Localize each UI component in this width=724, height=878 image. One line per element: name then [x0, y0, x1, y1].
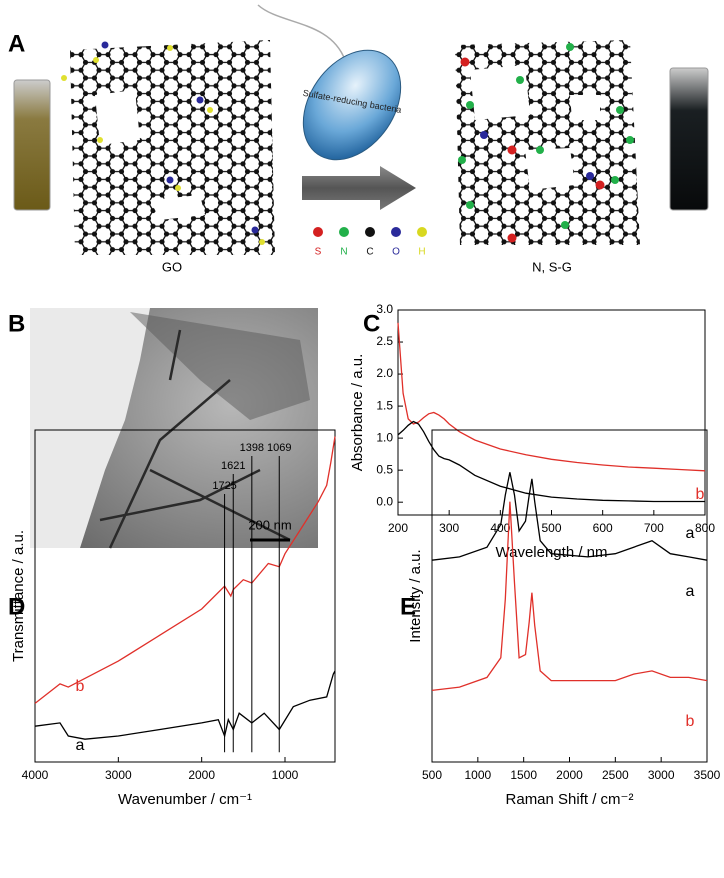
- atom-symbol: O: [392, 247, 400, 258]
- s-atoms: [460, 57, 605, 243]
- x-tick-label: 500: [541, 521, 561, 535]
- y-tick-label: 2.5: [376, 334, 393, 348]
- peak-label: 1621: [221, 460, 245, 472]
- vial-go: [13, 79, 51, 211]
- series-label: b: [696, 486, 705, 503]
- x-tick-label: 700: [644, 521, 664, 535]
- atom-swatch: [391, 227, 401, 237]
- sheet-hole: [95, 90, 205, 220]
- y-axis-label: Absorbance / a.u.: [349, 354, 366, 472]
- x-tick-label: 800: [695, 521, 715, 535]
- vial-nsg: [669, 67, 709, 211]
- o-atoms: [101, 41, 594, 234]
- x-tick-label: 3500: [694, 768, 721, 782]
- nsg-label: N, S-G: [532, 259, 572, 274]
- panel-label: E: [400, 593, 416, 620]
- x-axis-label: Wavenumber / cm⁻¹: [118, 791, 252, 808]
- atom-swatch: [417, 227, 427, 237]
- x-tick-label: 600: [593, 521, 613, 535]
- y-tick-label: 1.0: [376, 430, 393, 444]
- panel-label: A: [8, 30, 25, 57]
- reaction-arrow: [302, 166, 416, 210]
- plot-frame: [34, 429, 336, 763]
- x-tick-label: 300: [439, 521, 459, 535]
- x-tick-label: 1500: [510, 768, 537, 782]
- atom-symbol: S: [315, 247, 322, 258]
- series-line: [397, 322, 706, 472]
- plot-frame: [397, 309, 706, 516]
- atom-swatch: [339, 227, 349, 237]
- x-tick-label: 4000: [22, 768, 49, 782]
- atom-symbol: N: [340, 247, 347, 258]
- series-line: [431, 472, 708, 561]
- series-label: a: [686, 525, 695, 542]
- y-tick-label: 1.5: [376, 398, 393, 412]
- panel-label: C: [363, 310, 380, 337]
- atom-swatch: [313, 227, 323, 237]
- flagellum: [257, 4, 346, 61]
- scale-bar-label: 200 nm: [248, 517, 291, 532]
- y-tick-label: 0.5: [376, 462, 393, 476]
- h-atoms: [61, 45, 265, 245]
- tem-sheet: [130, 312, 310, 420]
- peak-label: 1069: [267, 442, 291, 454]
- series-line: [397, 420, 705, 503]
- panel-label: D: [8, 593, 25, 620]
- peak-label: 1725: [212, 480, 236, 492]
- atom-symbol: C: [366, 247, 373, 258]
- x-tick-label: 500: [422, 768, 442, 782]
- series-label: b: [686, 713, 695, 730]
- bacterium: [302, 49, 402, 161]
- go-label: GO: [162, 259, 182, 274]
- x-tick-label: 2000: [188, 768, 215, 782]
- sheet-hole: [470, 65, 600, 190]
- x-tick-label: 3000: [105, 768, 132, 782]
- x-tick-label: 400: [490, 521, 510, 535]
- atom-swatch: [365, 227, 375, 237]
- y-tick-label: 2.0: [376, 366, 393, 380]
- tem-wrinkle: [99, 329, 291, 549]
- y-axis-label: Intensity / a.u.: [407, 549, 424, 642]
- atom-symbol: H: [418, 247, 425, 258]
- series-line: [431, 501, 708, 692]
- series-line: [34, 436, 336, 704]
- y-axis-label: Transmittance / a.u.: [10, 530, 27, 662]
- series-label: a: [76, 737, 85, 754]
- x-axis-label: Raman Shift / cm⁻²: [506, 791, 634, 808]
- series-label: a: [686, 583, 695, 600]
- panel-label: B: [8, 310, 25, 337]
- go-sheet: [70, 40, 275, 255]
- x-tick-label: 3000: [648, 768, 675, 782]
- n-atoms: [458, 43, 634, 229]
- tem-vacuum: [30, 308, 150, 548]
- series-line: [34, 670, 336, 740]
- x-tick-label: 2500: [602, 768, 629, 782]
- panel-labels: A B C D E: [8, 30, 416, 620]
- peak-label: 1398: [240, 442, 264, 454]
- y-tick-label: 3.0: [376, 302, 393, 316]
- y-tick-label: 0.0: [376, 494, 393, 508]
- x-tick-label: 2000: [556, 768, 583, 782]
- x-tick-label: 1000: [272, 768, 299, 782]
- series-label: b: [76, 678, 85, 695]
- plot-frame: [431, 429, 708, 763]
- x-tick-label: 200: [388, 521, 408, 535]
- tem-image: 200 nm: [30, 308, 318, 549]
- x-tick-label: 1000: [464, 768, 491, 782]
